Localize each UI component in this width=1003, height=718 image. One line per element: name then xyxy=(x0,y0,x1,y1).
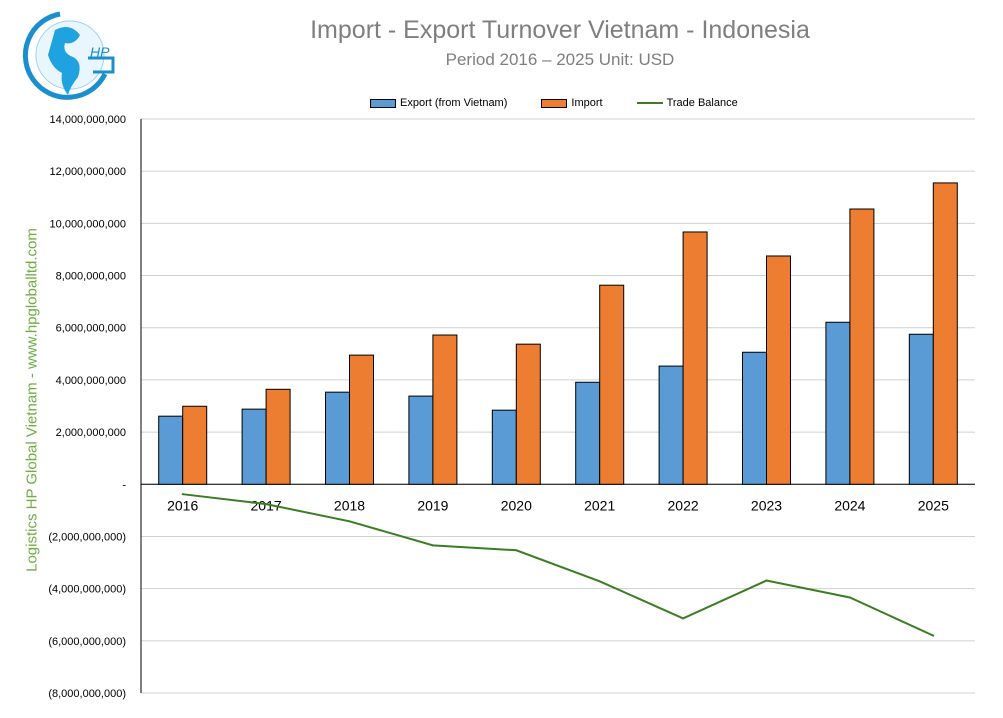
y-tick-label: 12,000,000,000 xyxy=(50,166,126,178)
bar-import-2018 xyxy=(349,354,374,485)
bar-export-2023 xyxy=(742,351,767,485)
trade-balance-point-2019 xyxy=(431,544,434,547)
legend-item-import: Import xyxy=(541,97,603,109)
bar-export-2021 xyxy=(575,381,601,485)
bar-export-2016 xyxy=(158,415,184,485)
trade-balance-line xyxy=(182,493,934,637)
x-tick-label: 2019 xyxy=(417,497,448,513)
bar-export-2020 xyxy=(491,409,517,485)
y-tick-label: 14,000,000,000 xyxy=(50,114,126,126)
bar-import-2024 xyxy=(849,208,875,485)
bar-export-2025 xyxy=(908,333,934,485)
y-tick-label: (2,000,000,000) xyxy=(48,531,126,543)
trade-balance-point-2024 xyxy=(848,596,851,599)
y-tick-label: (4,000,000,000) xyxy=(48,584,126,596)
bar-import-2019 xyxy=(432,334,458,485)
legend: Export (from Vietnam) Import Trade Balan… xyxy=(370,97,738,109)
bar-import-2017 xyxy=(265,388,291,485)
x-tick-label: 2023 xyxy=(751,497,782,513)
trade-balance-point-2022 xyxy=(682,617,685,620)
y-tick-label: (8,000,000,000) xyxy=(48,688,126,700)
legend-item-export: Export (from Vietnam) xyxy=(370,97,507,109)
svg-text:HP: HP xyxy=(90,44,110,60)
x-tick-label: 2025 xyxy=(918,497,949,513)
legend-label: Export (from Vietnam) xyxy=(400,97,508,109)
chart-title: Import - Export Turnover Vietnam - Indon… xyxy=(310,16,810,44)
x-tick-label: 2020 xyxy=(501,497,532,513)
bar-import-2021 xyxy=(599,284,625,485)
legend-swatch xyxy=(370,98,396,108)
bar-export-2019 xyxy=(408,395,434,485)
trade-balance-point-2023 xyxy=(765,579,768,582)
y-tick-label: 4,000,000,000 xyxy=(56,375,126,387)
x-tick-label: 2016 xyxy=(167,497,198,513)
trade-balance-point-2018 xyxy=(348,520,351,523)
chart-subtitle: Period 2016 – 2025 Unit: USD xyxy=(445,50,675,69)
x-tick-label: 2018 xyxy=(334,497,365,513)
legend-label: Trade Balance xyxy=(666,97,738,109)
bar-export-2018 xyxy=(325,391,350,485)
trade-balance-point-2016 xyxy=(181,493,184,496)
x-tick-label: 2022 xyxy=(668,497,699,513)
legend-item-trade-balance: Trade Balance xyxy=(636,97,738,109)
bar-import-2020 xyxy=(515,343,541,485)
legend-swatch xyxy=(541,98,568,108)
bar-import-2022 xyxy=(682,231,708,485)
x-tick-label: 2024 xyxy=(834,497,865,513)
bar-export-2017 xyxy=(241,408,267,485)
bar-export-2024 xyxy=(825,321,851,485)
bar-export-2022 xyxy=(658,365,684,485)
bar-import-2023 xyxy=(766,255,791,485)
y-tick-label: - xyxy=(122,479,126,491)
trade-balance-point-2021 xyxy=(598,580,601,583)
x-tick-label: 2021 xyxy=(584,497,615,513)
y-tick-label: 2,000,000,000 xyxy=(56,427,126,439)
y-tick-label: 6,000,000,000 xyxy=(56,323,126,335)
y-tick-label: (6,000,000,000) xyxy=(48,636,126,648)
bar-import-2016 xyxy=(182,405,208,485)
legend-label: Import xyxy=(571,97,603,109)
y-tick-label: 8,000,000,000 xyxy=(56,271,126,283)
legend-swatch xyxy=(636,102,663,104)
hp-global-logo: HP xyxy=(22,11,115,100)
trade-balance-point-2020 xyxy=(515,549,518,552)
trade-balance-point-2025 xyxy=(932,634,935,637)
y-tick-label: 10,000,000,000 xyxy=(50,218,126,230)
x-tick-label: 2017 xyxy=(251,497,282,513)
trade-balance-point-2017 xyxy=(265,503,268,506)
bar-import-2025 xyxy=(932,182,958,485)
